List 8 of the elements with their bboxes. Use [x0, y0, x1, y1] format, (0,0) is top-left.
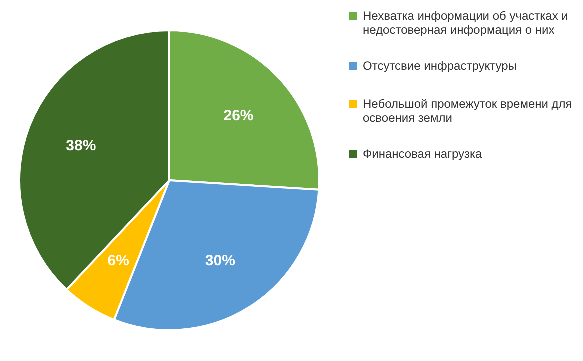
- data-label: 26%: [224, 107, 254, 124]
- data-label: 38%: [66, 138, 96, 155]
- legend-label: Отсутсвие инфраструктуры: [363, 59, 517, 73]
- legend-label: Нехватка информации об участках и недостоверная информация о них: [363, 9, 568, 37]
- legend-label: Небольшой промежуток времени для освоения земли: [363, 97, 572, 125]
- legend-label: Финансовая нагрузка: [363, 147, 483, 161]
- data-label: 30%: [205, 252, 236, 270]
- data-label: 6%: [108, 252, 130, 270]
